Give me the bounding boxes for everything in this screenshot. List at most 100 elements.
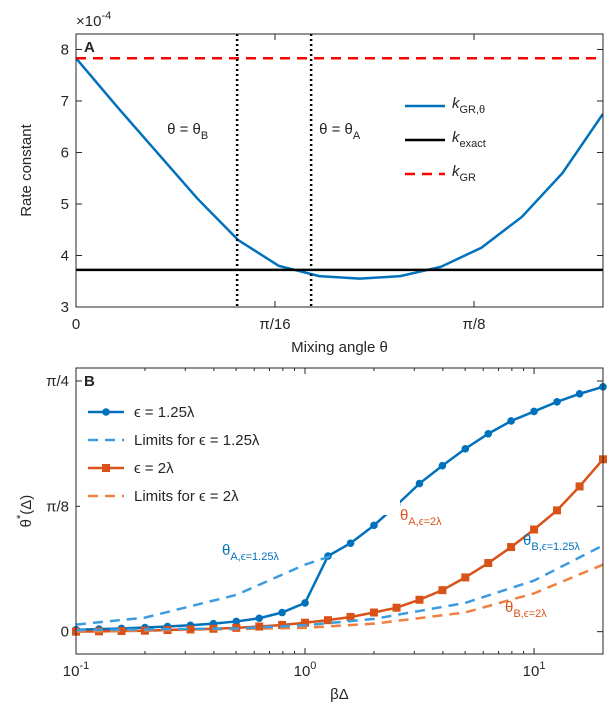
y-tick-label: 5 — [61, 196, 69, 213]
x-axis-label: Mixing angle θ — [291, 339, 388, 356]
y-tick-label-part: 5 — [61, 196, 69, 213]
y-tick-label: 8 — [61, 41, 69, 58]
y-multiplier-part: ×10 — [76, 13, 101, 30]
panel: 0 π/16 π/8 3 4 5 6 7 8 ×10-4 Mixing angle θ Rate co… — [18, 10, 604, 356]
marker — [438, 586, 447, 595]
panel: 10-1 100 1010π/8π/4βΔθ*(Δ)θA,ϵ=1.25λθB,ϵ=1… — [15, 367, 607, 703]
legend-marker — [102, 464, 110, 472]
marker — [346, 539, 355, 548]
y-tick-label-part: 3 — [61, 299, 69, 316]
annotation-part: θ = θ — [167, 121, 201, 138]
y-multiplier: ×10-4 — [76, 10, 111, 30]
x-tick-label-part: 1 — [539, 660, 545, 672]
marker — [117, 627, 126, 636]
series-line — [76, 57, 603, 280]
marker — [324, 616, 333, 625]
annotation-part: A,ϵ=2λ — [408, 516, 442, 528]
marker — [232, 617, 241, 626]
y-tick-label-part: 7 — [61, 93, 69, 110]
legend-label-part: k — [452, 163, 461, 180]
series-line — [76, 563, 603, 633]
y-tick-label: 3 — [61, 299, 69, 316]
x-tick-label: 10-1 — [63, 660, 89, 680]
y-tick-label: π/8 — [46, 498, 69, 515]
legend-label-part: exact — [460, 138, 486, 150]
marker — [575, 482, 584, 491]
legend-label-part: GR,θ — [460, 104, 486, 116]
y-tick-label: 0 — [61, 624, 69, 641]
legend-label: kGR,θ — [452, 95, 485, 116]
annotation-part: θ — [222, 542, 230, 559]
marker — [484, 559, 493, 568]
axes-frame — [75, 367, 604, 655]
legend-label: Limits for ϵ = 1.25λ — [134, 432, 260, 449]
y-multiplier-part: -4 — [101, 10, 111, 22]
annotation-part: B,ϵ=1.25λ — [531, 541, 580, 553]
x-tick-label: 0 — [72, 316, 80, 333]
marker — [278, 608, 286, 617]
marker — [301, 618, 310, 627]
legend-marker — [102, 408, 110, 416]
x-tick-label-part: π/8 — [463, 316, 486, 333]
legend-label: Limits for ϵ = 2λ — [134, 488, 239, 505]
marker — [278, 620, 287, 629]
series-line — [76, 544, 603, 632]
y-tick-label-part: π/4 — [46, 373, 69, 390]
y-tick-label-part: 6 — [61, 144, 69, 161]
marker — [507, 543, 516, 552]
legend-box — [80, 393, 400, 515]
annotation-part: A,ϵ=1.25λ — [230, 551, 279, 563]
legend-label-part: GR — [460, 172, 477, 184]
y-axis-label-part: θ — [18, 519, 35, 527]
y-tick-label-part: 8 — [61, 41, 69, 58]
annotation-part: B — [201, 130, 208, 142]
x-tick-label-part: 10 — [294, 663, 311, 680]
y-tick-label-part: 4 — [61, 247, 69, 264]
marker — [369, 608, 378, 617]
marker — [553, 506, 562, 515]
legend-label: ϵ = 2λ — [134, 460, 174, 477]
y-tick-label: 6 — [61, 144, 69, 161]
annotation-part: θ — [505, 599, 513, 616]
x-tick-label-part: 0 — [72, 316, 80, 333]
marker — [392, 603, 401, 612]
legend-label-part: Limits for ϵ = 2λ — [134, 488, 239, 505]
marker — [438, 461, 447, 470]
legend-label-part: ϵ = 1.25λ — [134, 404, 195, 421]
marker — [530, 407, 538, 416]
panel-label: A — [84, 39, 95, 56]
marker — [484, 429, 493, 438]
y-tick-label-part: π/8 — [46, 498, 69, 515]
x-tick-label-part: 10 — [63, 663, 80, 680]
legend-label: kGR — [452, 163, 476, 184]
panel-label-part: A — [84, 39, 95, 56]
annotation: θ = θA — [319, 121, 361, 142]
annotation-part: θ = θ — [319, 121, 353, 138]
y-axis-label: θ*(Δ) — [15, 495, 35, 528]
annotation-part: A — [353, 130, 361, 142]
axes-frame — [75, 33, 604, 308]
legend-label-part: k — [452, 129, 461, 146]
panel-label-part: B — [84, 373, 95, 390]
x-tick-label: 101 — [523, 660, 546, 680]
marker — [575, 390, 584, 398]
marker — [346, 612, 355, 621]
x-tick-label-part: 10 — [523, 663, 540, 680]
marker — [415, 479, 424, 488]
marker — [186, 625, 195, 634]
x-axis-label-part: Mixing angle θ — [291, 339, 388, 356]
x-tick-label: π/8 — [463, 316, 486, 333]
y-tick-label: 4 — [61, 247, 69, 264]
annotation-part: θ — [400, 507, 408, 524]
x-tick-label: π/16 — [259, 316, 290, 333]
annotation: θ = θB — [167, 121, 208, 142]
x-tick-label-part: π/16 — [259, 316, 290, 333]
legend-label-part: k — [452, 95, 461, 112]
marker — [553, 398, 561, 406]
x-axis-label: βΔ — [330, 686, 349, 703]
y-tick-label-part: 0 — [61, 624, 69, 641]
legend-label: ϵ = 1.25λ — [134, 404, 195, 421]
annotation: θB,ϵ=2λ — [505, 599, 547, 620]
y-axis-label-part: * — [15, 514, 27, 519]
annotation: θA,ϵ=2λ — [400, 507, 442, 528]
